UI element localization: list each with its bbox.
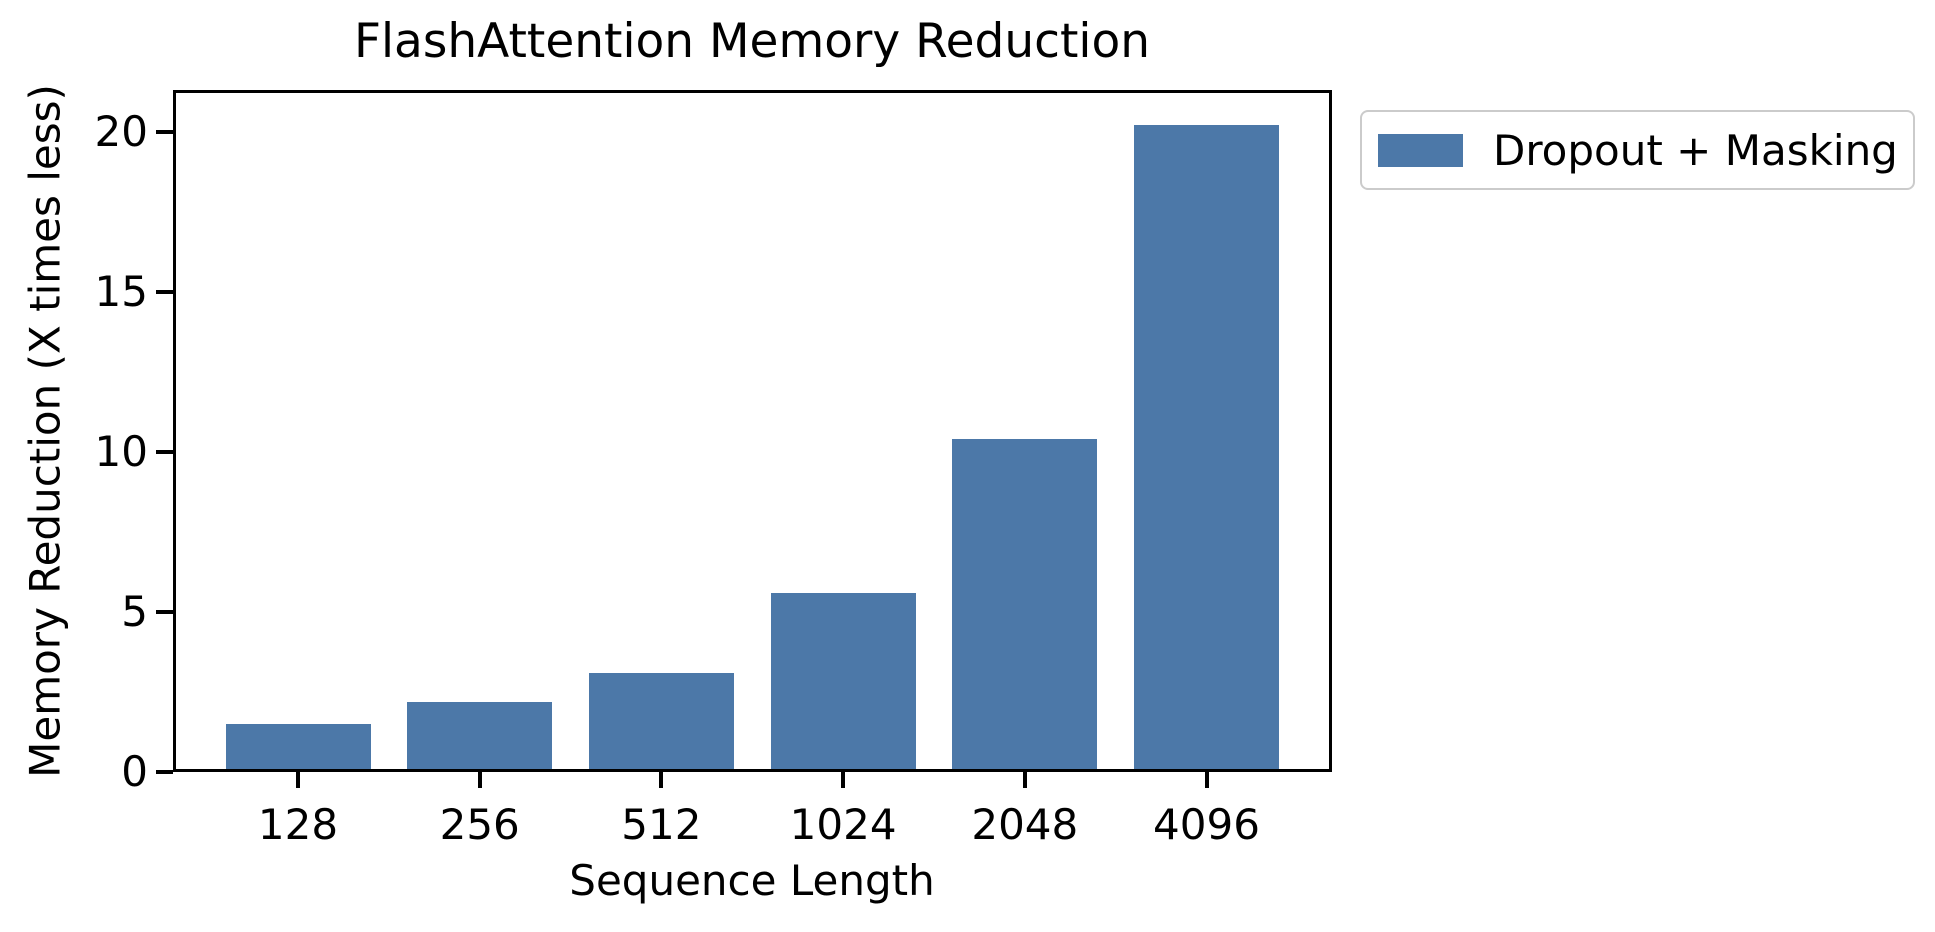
bar-4096 [1134, 125, 1279, 772]
bar-256 [407, 701, 553, 772]
x-tick-mark-512 [659, 772, 664, 788]
x-tick-label-2048: 2048 [971, 800, 1079, 849]
y-tick-mark-15 [156, 289, 173, 294]
chart-title: FlashAttention Memory Reduction [353, 14, 1151, 69]
y-tick-mark-0 [156, 770, 173, 774]
bar-2048 [952, 439, 1098, 772]
x-tick-mark-2048 [1022, 772, 1027, 788]
y-tick-label-0: 0 [121, 747, 148, 796]
bar-1024 [770, 592, 916, 772]
x-tick-label-4096: 4096 [1153, 800, 1260, 849]
x-tick-mark-256 [477, 772, 482, 788]
x-tick-label-256: 256 [439, 800, 520, 849]
legend-swatch [1378, 133, 1463, 167]
y-tick-label-10: 10 [94, 426, 148, 476]
y-tick-label-15: 15 [94, 266, 148, 316]
legend-label: Dropout + Masking [1493, 125, 1898, 175]
y-tick-label-20: 20 [94, 106, 148, 156]
x-axis-label: Sequence Length [569, 856, 935, 905]
x-tick-label-128: 128 [257, 800, 339, 849]
x-tick-label-512: 512 [621, 800, 702, 849]
bar-128 [225, 723, 371, 772]
y-tick-mark-20 [156, 129, 173, 134]
legend: Dropout + Masking [1360, 110, 1915, 190]
y-tick-mark-5 [156, 609, 173, 614]
y-tick-label-5: 5 [121, 586, 148, 636]
y-tick-mark-10 [156, 449, 173, 454]
x-tick-label-1024: 1024 [789, 800, 897, 849]
x-tick-mark-4096 [1204, 772, 1209, 788]
x-tick-mark-128 [296, 772, 300, 788]
bar-512 [588, 672, 734, 772]
x-tick-mark-1024 [841, 772, 846, 788]
